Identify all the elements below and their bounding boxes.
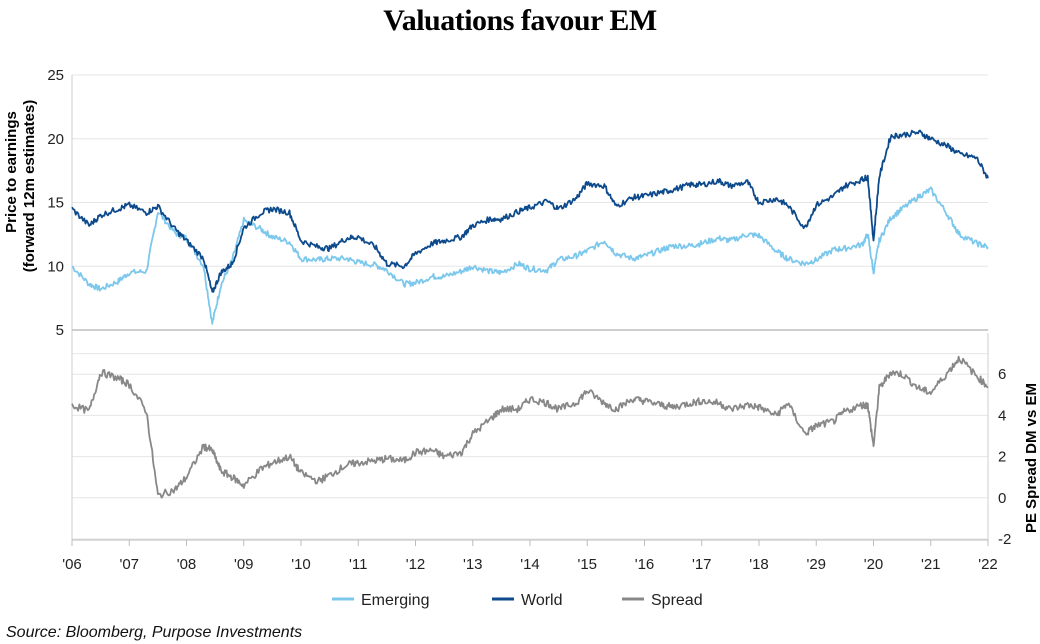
top-panel-y-ticks: 5 10 15 20 25	[47, 67, 64, 339]
x-tick-label: '22	[978, 556, 998, 573]
legend-label-spread: Spread	[651, 592, 703, 609]
x-tick-label: '17	[692, 556, 712, 573]
x-tick-label: '10	[291, 556, 311, 573]
top-y-tick-label: 25	[47, 67, 64, 84]
top-y-tick-label: 20	[47, 131, 64, 148]
bottom-y-tick-label: 4	[998, 407, 1006, 424]
x-tick-label: '11	[349, 556, 367, 573]
legend: Emerging World Spread	[332, 592, 703, 609]
legend-label-emerging: Emerging	[361, 592, 429, 609]
top-y-tick-label: 15	[47, 195, 64, 212]
bottom-y-tick-label: 2	[998, 449, 1006, 466]
x-tick-label: '12	[406, 556, 426, 573]
source-note: Source: Bloomberg, Purpose Investments	[6, 624, 303, 641]
series-line-spread	[71, 355, 989, 499]
bottom-y-tick-label: 6	[998, 366, 1006, 383]
bottom-panel-y-ticks: -2 0 2 4 6	[998, 366, 1011, 548]
x-tick-label: '15	[577, 556, 597, 573]
series-line-emerging	[71, 186, 989, 325]
series-line-world	[71, 129, 989, 293]
x-axis-ticks: '06 '07 '08 '09 '10 '11 '12 '13 '14 '15 '16 '17 '18 '…	[62, 540, 998, 573]
chart-title: Valuations favour EM	[383, 4, 657, 37]
x-tick-label: '20	[864, 556, 884, 573]
top-y-axis-label-line1: Price to earnings	[3, 111, 20, 233]
x-tick-label: '08	[177, 556, 197, 573]
x-tick-label: '06	[62, 556, 82, 573]
top-y-axis-label-line2: (forward 12m estimates)	[21, 100, 38, 273]
x-tick-label: '14	[520, 556, 540, 573]
bottom-y-axis-label: PE Spread DM vs EM	[1023, 383, 1040, 533]
top-y-tick-label: 10	[47, 258, 64, 275]
bottom-y-tick-label: -2	[998, 531, 1011, 548]
x-tick-label: '16	[635, 556, 655, 573]
legend-label-world: World	[521, 592, 563, 609]
series-lines	[71, 129, 989, 499]
x-tick-label: '07	[119, 556, 139, 573]
chart-canvas: 5 10 15 20 25 -2 0 2 4 6 '06 '07 '08 '09 '10 '11 '12 '1…	[3, 67, 1040, 609]
x-tick-label: '18	[749, 556, 769, 573]
bottom-panel-gridlines	[72, 353, 988, 540]
x-tick-label: '21	[921, 556, 941, 573]
x-tick-label: '09	[234, 556, 254, 573]
top-panel-gridlines	[72, 74, 988, 331]
x-tick-label: '13	[463, 556, 483, 573]
x-tick-label: '29	[806, 556, 826, 573]
top-y-tick-label: 5	[56, 322, 64, 339]
bottom-y-tick-label: 0	[998, 490, 1006, 507]
